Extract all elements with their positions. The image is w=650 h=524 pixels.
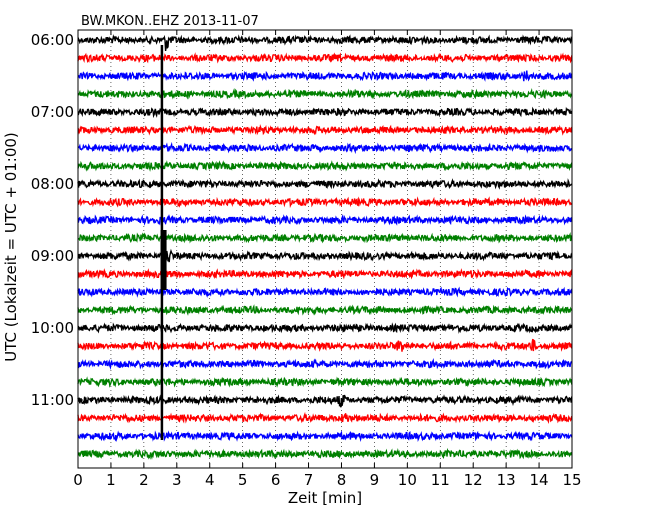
y-tick-label: 07:00: [31, 103, 74, 121]
trace-0800: [77, 178, 573, 190]
x-tick-label: 8: [337, 471, 347, 489]
x-axis-label: Zeit [min]: [288, 489, 362, 507]
trace-1145: [77, 447, 572, 460]
trace-1015: [77, 338, 573, 352]
y-tick-label: 10:00: [31, 319, 74, 337]
y-axis: 06:00 07:00 08:00 09:00 10:00 11:00: [31, 31, 83, 409]
x-tick-label: 6: [271, 471, 281, 489]
trace-1100: [77, 394, 573, 408]
y-tick-label: 11:00: [31, 391, 74, 409]
trace-1130: [77, 430, 573, 443]
x-tick-label: 7: [304, 471, 314, 489]
x-tick-label: 0: [73, 471, 83, 489]
x-tick-label: 3: [172, 471, 182, 489]
x-tick-label: 12: [464, 471, 483, 489]
y-tick-label: 08:00: [31, 175, 74, 193]
trace-0930: [77, 286, 573, 299]
trace-0630: [77, 70, 573, 82]
x-tick-label: 14: [530, 471, 549, 489]
x-tick-label: 2: [139, 471, 149, 489]
x-tick-label: 5: [238, 471, 248, 489]
chart-title: BW.MKON..EHZ 2013-11-07: [81, 14, 259, 29]
trace-1000: [77, 322, 573, 334]
trace-0700: [77, 106, 573, 119]
x-tick-label: 9: [370, 471, 380, 489]
y-axis-label: UTC (Lokalzeit = UTC + 01:00): [2, 132, 20, 362]
x-tick-label: 1: [106, 471, 116, 489]
trace-0615: [77, 52, 573, 64]
trace-0815: [77, 196, 572, 209]
event-burst: [160, 230, 167, 290]
x-tick-label: 15: [562, 471, 581, 489]
y-tick-label: 09:00: [31, 247, 74, 265]
trace-0745: [77, 160, 573, 172]
plot-frame: [77, 29, 573, 469]
x-tick-label: 10: [398, 471, 417, 489]
x-axis: 0 1 2 3 4 5 6 7 8 9 10 11 12 13 14 15: [73, 30, 582, 489]
x-tick-label: 13: [497, 471, 516, 489]
trace-0715: [77, 124, 573, 136]
trace-0900: [77, 248, 573, 263]
trace-1115: [77, 411, 573, 425]
trace-1030: [77, 357, 573, 370]
trace-0645: [77, 87, 573, 100]
trace-0945: [77, 304, 573, 316]
y-tick-label: 06:00: [31, 31, 74, 49]
x-tick-label: 11: [431, 471, 450, 489]
trace-0830: [77, 213, 573, 226]
x-tick-label: 4: [205, 471, 215, 489]
trace-0915: [77, 268, 573, 280]
trace-0600: [77, 34, 573, 51]
trace-1045: [77, 376, 573, 388]
trace-group: [77, 34, 573, 460]
trace-0730: [77, 141, 573, 155]
trace-0845: [77, 231, 573, 244]
